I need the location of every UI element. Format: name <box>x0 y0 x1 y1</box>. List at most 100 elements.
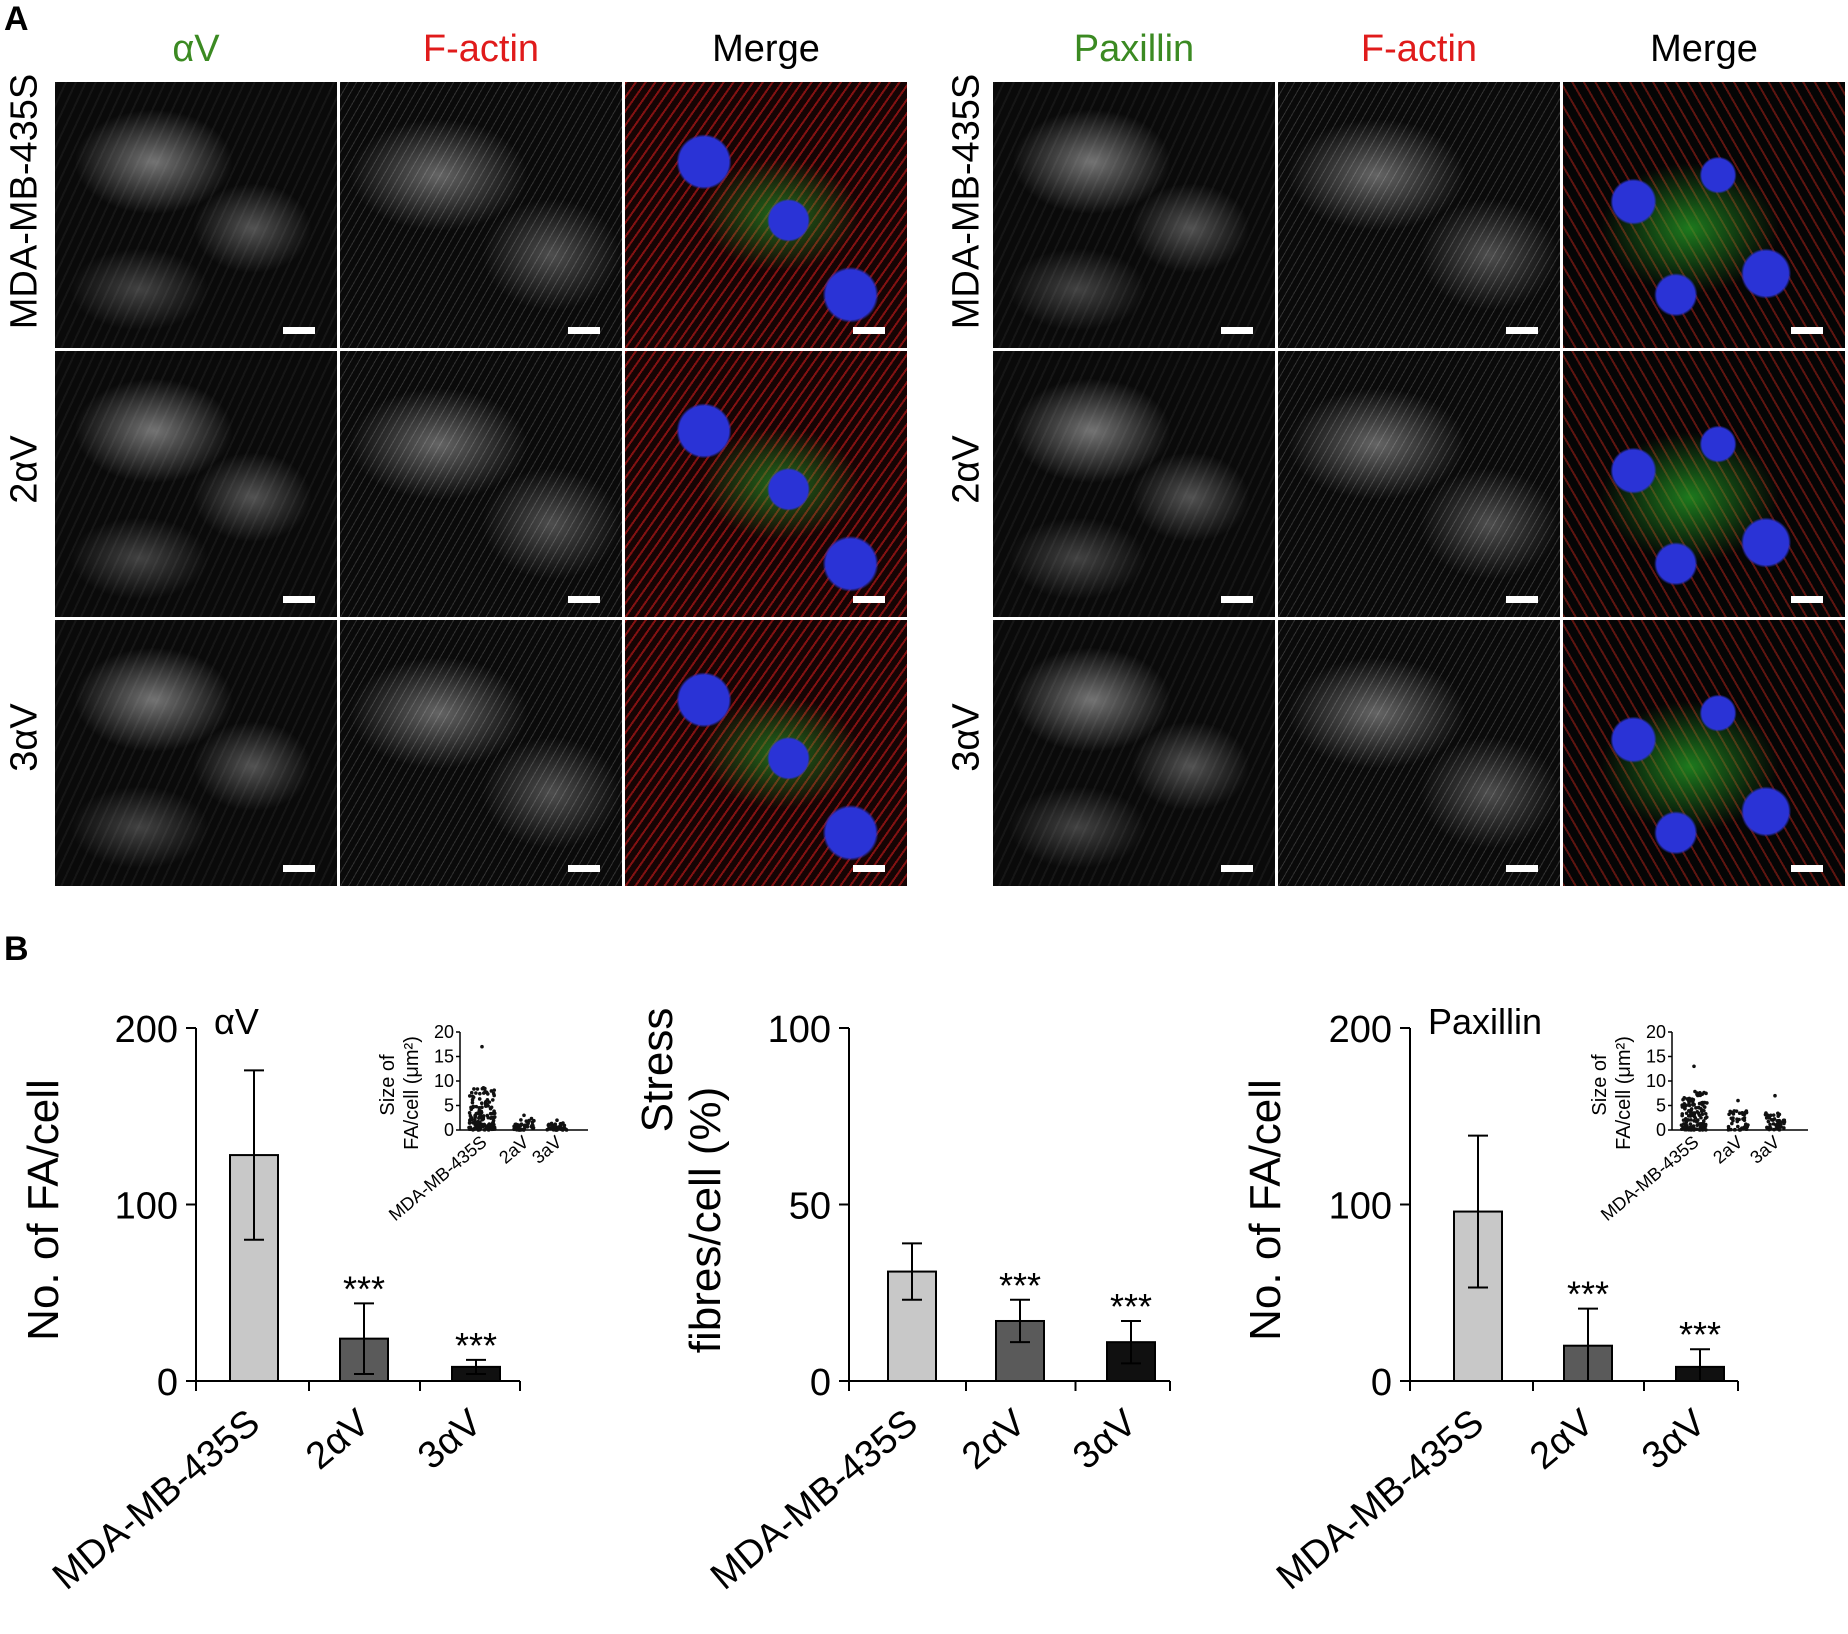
micrograph-factin-parental <box>340 82 622 348</box>
chart0-inset-dot <box>474 1091 478 1095</box>
chart0-inset-dot <box>519 1122 524 1126</box>
chart2-inset-dot <box>1682 1122 1686 1126</box>
chart0-inset-dot <box>477 1105 481 1110</box>
chart0-inset-dot <box>526 1121 530 1126</box>
chart0-inset-dot <box>529 1116 534 1121</box>
chart0-inset-dot <box>490 1098 495 1102</box>
chart2-inset-dot <box>1726 1124 1731 1129</box>
chart2-inset-dot <box>1703 1124 1708 1129</box>
chart1-ylabel-line1: Stress <box>633 1008 682 1133</box>
micrograph-merge-3av <box>625 620 907 886</box>
chart0-inset-dot <box>490 1121 495 1126</box>
chart2-inset-dot <box>1687 1096 1692 1101</box>
chart0-inset-category-label: 3aV <box>528 1132 565 1168</box>
chart0-inset-dot <box>475 1087 480 1091</box>
chart2-inset-dot <box>1697 1127 1702 1132</box>
chart2-inset-dot <box>1684 1117 1688 1122</box>
chart0-inset-dot <box>467 1111 472 1115</box>
chart0-inset-dot <box>491 1091 496 1096</box>
header-right-1: Paxillin <box>1073 28 1195 70</box>
chart0-inset-dot <box>482 1128 487 1132</box>
chart0-inset-dot <box>525 1124 530 1129</box>
header-right-3: Merge <box>1650 28 1758 70</box>
chart1-category-label: 2αV <box>954 1401 1034 1478</box>
chart0-inset-dot <box>487 1100 492 1104</box>
chart1-category-label: MDA-MB-435S <box>703 1402 926 1598</box>
chart2-inset-dot <box>1728 1109 1732 1114</box>
chart0-inset-dot <box>515 1122 519 1127</box>
chart2-inset-dot <box>1704 1115 1709 1119</box>
chart0-inset-dot <box>547 1122 551 1127</box>
micrograph-paxillin-2av <box>993 351 1275 617</box>
chart2-inset-dot <box>1696 1118 1700 1122</box>
chart0-inset-dot <box>478 1113 483 1118</box>
chart0-inset-dot <box>471 1095 476 1100</box>
chart0-inset-ytick-label: 15 <box>434 1047 454 1067</box>
scale-bar <box>283 596 315 603</box>
chart2-inset-ytick-label: 5 <box>1656 1096 1666 1116</box>
chart1-significance: *** <box>1110 1286 1152 1327</box>
chart0-inset-dot <box>527 1118 531 1123</box>
panel-a-letter: A <box>4 0 29 38</box>
chart2-inset-dot <box>1704 1091 1708 1096</box>
chart2-inset-dot <box>1689 1107 1694 1111</box>
chart2-inset-dot <box>1682 1101 1687 1106</box>
row-label-right-3: 3αV <box>945 703 988 772</box>
chart0-inset-dot <box>471 1104 476 1109</box>
chart2-inset-dot <box>1782 1126 1786 1130</box>
header-left-3: Merge <box>712 28 820 70</box>
scale-bar <box>1506 865 1538 872</box>
chart2-inset-dot <box>1766 1119 1771 1124</box>
chart0-inset-dot <box>490 1126 495 1131</box>
micrograph-factin-3av <box>340 620 622 886</box>
chart2-inset-dot <box>1688 1122 1693 1126</box>
chart2-inset-dot <box>1729 1116 1734 1121</box>
chart2-inset-dot <box>1684 1111 1689 1116</box>
micrograph-av-3av <box>55 620 337 886</box>
chart2-inset-dot <box>1692 1064 1696 1069</box>
chart2-inset-dot <box>1768 1113 1773 1118</box>
chart0-inset-dot <box>564 1127 568 1132</box>
chart0-inset-dot <box>485 1097 490 1102</box>
chart2-inset-dot <box>1727 1112 1731 1117</box>
chart0-inset-dot <box>519 1118 523 1122</box>
chart0-inset-dot <box>479 1101 484 1106</box>
chart0-inset-dot <box>470 1100 475 1105</box>
micrograph-paxillin-parental <box>993 82 1275 348</box>
chart2-inset-dot <box>1776 1111 1780 1116</box>
row-label-left-2: 2αV <box>3 435 46 504</box>
chart2-inset-dot <box>1700 1112 1705 1117</box>
chart0-inset-dot <box>483 1086 487 1091</box>
chart2-inset-dot <box>1729 1127 1733 1132</box>
chart2-inset-dot <box>1699 1115 1703 1120</box>
scale-bar <box>568 865 600 872</box>
chart1-ytick-label: 0 <box>810 1362 831 1404</box>
chart2-inset-dot <box>1695 1092 1699 1097</box>
chart2-inset-dot <box>1700 1108 1705 1113</box>
chart2-inset-dot <box>1697 1122 1702 1126</box>
chart2-inset-dot <box>1691 1103 1695 1107</box>
chart0-inset-dot <box>492 1115 497 1119</box>
chart0-inset-dot <box>475 1120 480 1125</box>
chart2-inset-dot <box>1778 1120 1783 1125</box>
chart0-category-label: 2αV <box>298 1401 378 1478</box>
micrograph-factin-r-2av <box>1278 351 1560 617</box>
chart0-ylabel: No. of FA/cell <box>19 1079 68 1341</box>
chart2-inset-ylabel-1: Size of <box>1589 1054 1611 1116</box>
chart0-inset-dot <box>559 1121 563 1126</box>
chart2-ytick-label: 200 <box>1329 1009 1392 1051</box>
chart0-inset-dot <box>467 1094 472 1098</box>
chart0-inset-dot <box>469 1090 474 1095</box>
chart2-category-label: 2αV <box>1522 1401 1602 1478</box>
chart2-inset-dot <box>1767 1125 1772 1130</box>
chart2-inset-dot <box>1781 1118 1786 1123</box>
chart0-inset-dot <box>491 1118 496 1123</box>
chart1-ytick-label: 100 <box>768 1009 831 1051</box>
chart0-inset-dot <box>478 1091 482 1096</box>
chart0-inset-dot <box>477 1108 482 1113</box>
chart2-inset-dot <box>1696 1111 1701 1115</box>
scale-bar <box>1506 596 1538 603</box>
chart0-inset-ylabel-1: Size of <box>377 1054 399 1116</box>
chart2-ytick-label: 100 <box>1329 1186 1392 1228</box>
